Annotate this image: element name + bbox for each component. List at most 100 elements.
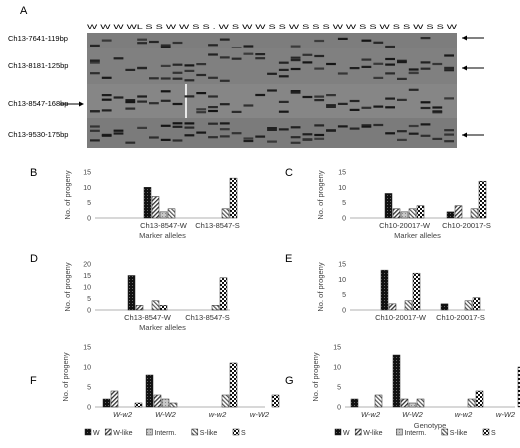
legend-label: Interm. xyxy=(154,430,176,437)
gel-band xyxy=(113,96,124,99)
bar-s xyxy=(229,362,238,408)
gel-band xyxy=(208,95,218,98)
gel-band xyxy=(290,141,301,144)
gel-band xyxy=(290,56,301,59)
legend-swatch xyxy=(146,428,153,436)
gel-band xyxy=(314,137,325,140)
gel-band xyxy=(172,125,183,128)
gel-band xyxy=(385,97,395,100)
gel-band xyxy=(385,45,395,49)
marker-label-1: Ch13-7641-119bp xyxy=(8,34,68,43)
gel-band xyxy=(373,105,384,108)
gel-divider xyxy=(185,84,187,118)
gel-band xyxy=(196,111,207,114)
gel-band xyxy=(397,61,407,64)
gel-band xyxy=(444,69,454,72)
gel-band xyxy=(373,62,384,65)
gel-strip-2 xyxy=(87,48,457,86)
gel-band xyxy=(231,110,242,113)
legend-label: W-like xyxy=(113,430,132,437)
marker-label-2: Ch13-8181-125bp xyxy=(8,61,68,70)
gel-band xyxy=(101,94,112,97)
bar-s-like xyxy=(404,300,413,311)
gel-band xyxy=(160,64,171,67)
gel-band xyxy=(125,141,136,144)
panel-letter: B xyxy=(30,167,37,179)
arrow-icon xyxy=(462,35,484,41)
category-label: Ch10-20017-S xyxy=(442,221,491,230)
gel-band xyxy=(243,139,254,143)
y-tick-label: 5 xyxy=(337,385,341,392)
bar-s-like xyxy=(221,208,230,219)
y-tick-label: 0 xyxy=(337,405,341,412)
gel-band xyxy=(337,72,348,75)
gel-band xyxy=(290,45,301,48)
panel-letter: C xyxy=(285,167,293,179)
gel-band xyxy=(278,100,289,103)
bar-w xyxy=(127,275,136,311)
gel-band xyxy=(444,97,454,100)
panel-d-chart: D 0 5 10 15 20 No. of progeny Ch13-8547-W Ch13-8… xyxy=(30,253,230,332)
gel-band xyxy=(196,108,207,111)
gel-band xyxy=(137,38,147,41)
gel-band xyxy=(219,56,230,59)
bar-w xyxy=(145,374,154,408)
gel-band xyxy=(160,44,171,47)
gel-band xyxy=(278,61,289,64)
gel-band xyxy=(184,122,195,125)
panel-b-chart: B 0 5 10 15 No. of progeny Ch13-8547-W Ch13-854… xyxy=(30,167,240,240)
bar-interm xyxy=(408,402,417,408)
gel-band xyxy=(231,57,242,60)
gel-band xyxy=(397,59,407,62)
gel-band xyxy=(90,139,100,142)
gel-band xyxy=(255,135,266,138)
panel-letter: E xyxy=(285,253,292,265)
legend-label: W xyxy=(93,430,100,437)
gel-band xyxy=(125,68,136,71)
bar-w xyxy=(384,193,393,219)
category-label: W-w2 xyxy=(361,410,381,419)
gel-band xyxy=(243,104,254,107)
gel-band xyxy=(196,63,207,66)
legend-label: W xyxy=(343,430,350,437)
gel-band xyxy=(160,138,171,141)
y-axis-label: No. of progeny xyxy=(63,170,72,219)
gel-band xyxy=(278,128,289,131)
category-label: Ch13-8547-S xyxy=(185,313,230,322)
gel-band xyxy=(385,63,395,66)
gel-band xyxy=(255,57,266,60)
gel-band xyxy=(184,69,195,72)
gel-band xyxy=(302,61,313,64)
gel-band xyxy=(420,61,431,64)
gel-band xyxy=(90,72,100,75)
bar-s-like xyxy=(408,208,417,219)
category-label: w-w2 xyxy=(455,410,473,419)
panel-a: A W W W WL S S W W S S . W S W W S S W S… xyxy=(8,5,484,148)
gel-band xyxy=(314,67,325,70)
y-tick-label: 0 xyxy=(87,405,91,412)
legend-swatch xyxy=(334,428,342,436)
y-tick-label: 5 xyxy=(342,292,346,299)
gel-band xyxy=(361,106,372,109)
gel-band xyxy=(149,77,159,80)
gel-band xyxy=(444,66,454,69)
bar-s xyxy=(416,205,425,219)
gel-band xyxy=(219,79,230,82)
gel-band xyxy=(125,101,136,104)
bar-s xyxy=(478,180,487,219)
y-tick-label: 0 xyxy=(342,216,346,223)
bar-s-like xyxy=(221,394,230,408)
gel-band xyxy=(196,92,207,95)
gel-band xyxy=(196,73,207,77)
gel-band xyxy=(326,105,336,108)
gel-band xyxy=(90,110,100,113)
gel-band xyxy=(349,108,360,111)
gel-band xyxy=(302,95,313,99)
y-tick-label: 10 xyxy=(83,365,91,372)
gel-band xyxy=(290,59,301,62)
category-label: Ch13-8547-S xyxy=(195,221,240,230)
gel-band xyxy=(314,99,325,102)
gel-band xyxy=(90,59,100,62)
bar-w xyxy=(143,187,152,219)
category-label: w-W2 xyxy=(250,410,270,419)
